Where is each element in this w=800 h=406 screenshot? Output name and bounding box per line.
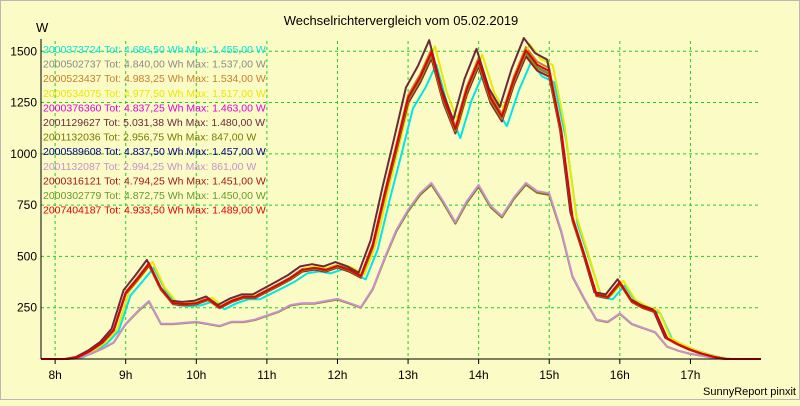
y-tick-label: 1250 <box>10 96 37 110</box>
x-tick-label: 15h <box>539 368 559 382</box>
y-tick-label: 750 <box>17 198 37 212</box>
legend-entry: 2000373724 Tot: 4.686,50 Wh Max: 1.455,0… <box>43 44 266 56</box>
y-axis-label: W <box>36 20 49 35</box>
legend-entry: 2001129627 Tot: 5.031,38 Wh Max: 1.480,0… <box>43 117 265 129</box>
x-tick-label: 14h <box>469 368 489 382</box>
y-tick-label: 1500 <box>10 44 37 58</box>
grid <box>41 41 761 359</box>
x-tick-label: 11h <box>257 368 276 382</box>
series-line <box>41 49 761 360</box>
series-line <box>41 181 761 360</box>
legend: 2000373724 Tot: 4.686,50 Wh Max: 1.455,0… <box>43 44 266 217</box>
footer-text: SunnyReport pinxit <box>703 386 796 398</box>
legend-entry: 2000589608 Tot: 4.837,50 Wh Max: 1.457,0… <box>43 146 266 158</box>
y-tick-label: 250 <box>17 301 37 315</box>
x-tick-label: 12h <box>327 368 347 382</box>
x-tick-label: 16h <box>610 368 630 382</box>
legend-entry: 2001132087 Tot: 2.994,25 Wh Max: 861,00 … <box>43 161 256 173</box>
legend-entry: 2000302779 Tot: 4.872,75 Wh Max: 1.450,0… <box>43 190 266 202</box>
legend-entry: 2000376360 Tot: 4.837,25 Wh Max: 1.463,0… <box>43 102 266 114</box>
axes: 250 500 750 1000 1250 1500 8h 9h 10h 11h 12h 13h 14h… <box>10 39 761 382</box>
legend-entry: 2000523437 Tot: 4.983,25 Wh Max: 1.534,0… <box>43 73 266 85</box>
legend-entry: 2001132036 Tot: 2.956,75 Wh Max: 847,00 … <box>43 132 256 144</box>
legend-entry: 2000316121 Tot: 4.794,25 Wh Max: 1.451,0… <box>43 175 266 187</box>
legend-entry: 2007404187 Tot: 4.933,50 Wh Max: 1.489,0… <box>43 205 266 217</box>
x-tick-label: 13h <box>398 368 418 382</box>
series-line <box>44 43 761 360</box>
chart-title: Wechselrichtervergleich vom 05.02.2019 <box>284 13 519 28</box>
y-tick-label: 1000 <box>10 147 37 161</box>
legend-entry: 2000534075 Tot: 4.977,50 Wh Max: 1.517,0… <box>43 88 266 100</box>
x-tick-label: 17h <box>680 368 700 382</box>
legend-entry: 2000502737 Tot: 4.840,00 Wh Max: 1.537,0… <box>43 59 266 71</box>
series-lines <box>41 37 761 360</box>
x-tick-label: 9h <box>119 368 132 382</box>
x-tick-label: 10h <box>186 368 206 382</box>
y-tick-label: 500 <box>17 249 37 263</box>
x-tick-label: 8h <box>48 368 61 382</box>
